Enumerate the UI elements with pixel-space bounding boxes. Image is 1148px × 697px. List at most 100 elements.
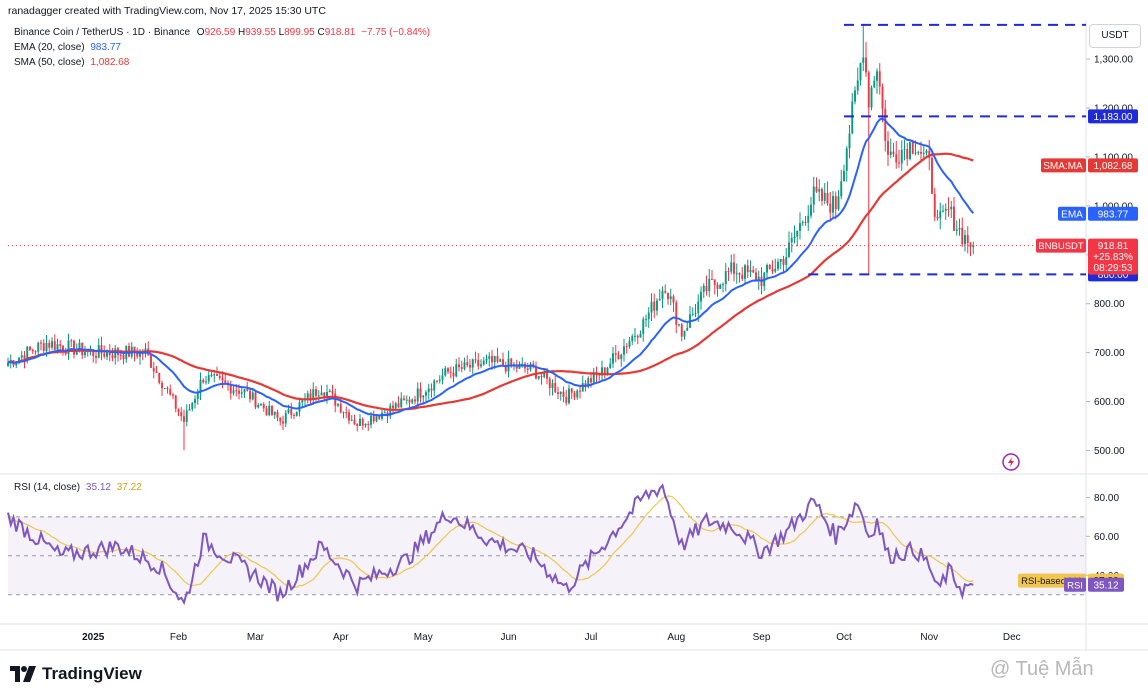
candle-body: [570, 388, 573, 393]
candle-body: [42, 343, 45, 351]
price-tick-label: 1,100.00: [1094, 152, 1133, 163]
candle-body: [851, 101, 854, 134]
candle-body: [911, 142, 914, 154]
candle-body: [188, 409, 191, 411]
level-price-tag: 860.00: [1098, 270, 1129, 281]
candle-body: [746, 265, 749, 273]
sma-name-tag-bg: [1041, 158, 1086, 173]
candle-body: [449, 371, 452, 373]
candle-body: [378, 416, 381, 419]
candle-body: [903, 149, 906, 151]
candle-body: [221, 377, 224, 381]
ohlc-change: −7.75 (−0.84%): [361, 27, 431, 38]
candle-body: [672, 296, 675, 303]
candle-body: [45, 342, 48, 351]
candle-body: [312, 389, 315, 400]
candle-body: [56, 344, 59, 350]
ema-legend[interactable]: EMA (20, close) 983.77: [14, 42, 121, 53]
candle-body: [34, 351, 37, 353]
candle-body: [174, 395, 177, 409]
candle-body: [37, 342, 40, 352]
candle-body: [425, 392, 427, 396]
candle-body: [936, 216, 939, 219]
candle-body: [887, 140, 889, 155]
candle-body: [139, 351, 141, 357]
candle-body: [898, 162, 900, 164]
candle-body: [254, 392, 257, 408]
candle-body: [339, 403, 342, 413]
rsi-line[interactable]: [7, 483, 974, 606]
candle-body: [353, 419, 356, 425]
candle-body: [546, 371, 548, 379]
candle-body: [716, 284, 719, 289]
candle-body: [397, 403, 400, 408]
rsi-tick-label: 80.00: [1094, 493, 1119, 504]
candle-body: [18, 357, 20, 363]
candle-body: [543, 371, 546, 377]
candle-body: [207, 375, 210, 382]
ema20-line[interactable]: [7, 117, 975, 417]
candle-body: [370, 415, 372, 425]
candle-body: [727, 271, 730, 273]
candle-body: [400, 398, 403, 408]
rsi-legend[interactable]: RSI (14, close) 35.12 37.22: [14, 482, 142, 493]
candle-body: [436, 380, 438, 382]
symbol-tag-bg: [1036, 238, 1086, 253]
currency-button[interactable]: USDT: [1089, 24, 1141, 48]
sma-value-tag: 1,082.68: [1094, 161, 1133, 172]
lightning-icon[interactable]: [1002, 453, 1020, 471]
candle-body: [628, 341, 631, 347]
candle-body: [342, 412, 345, 414]
candle-body: [958, 227, 961, 230]
candle-body: [271, 405, 273, 415]
candle-body: [389, 405, 392, 417]
candle-body: [196, 393, 199, 400]
candle-body: [70, 340, 73, 342]
candle-body: [447, 368, 449, 372]
candle-body: [598, 374, 601, 376]
rsi-value-tag: 35.12: [1093, 580, 1118, 591]
candle-body: [705, 285, 708, 292]
candle-body: [576, 390, 579, 398]
author-line: ranadagger created with TradingView.com,…: [8, 5, 326, 17]
candle-body: [268, 405, 271, 416]
candle-body: [848, 133, 851, 149]
candle-body: [301, 400, 304, 403]
candle-body: [458, 364, 460, 368]
candle-body: [840, 181, 843, 197]
candle-body: [856, 80, 859, 91]
candle-body: [59, 344, 62, 346]
candle-body: [601, 367, 603, 376]
candle-body: [876, 71, 878, 81]
sma-legend[interactable]: SMA (50, close) 1,082.68: [14, 57, 129, 68]
candle-body: [499, 359, 502, 362]
candle-body: [859, 62, 862, 81]
candle-body: [496, 355, 499, 362]
candle-body: [865, 57, 867, 73]
candle-body: [276, 411, 279, 418]
price-tick-label: 1,300.00: [1094, 55, 1133, 66]
candle-body: [163, 388, 166, 390]
rsi-tick-label: 60.00: [1094, 532, 1119, 543]
time-tick-label: Oct: [836, 632, 852, 643]
rsi-ma-value: 37.22: [116, 482, 142, 493]
candle-body: [964, 235, 966, 245]
candle-body: [554, 382, 557, 393]
candle-body: [463, 362, 466, 369]
candle-body: [471, 359, 474, 368]
candle-body: [804, 222, 807, 224]
bar-countdown: 08:29:53: [1094, 263, 1133, 274]
tradingview-logo[interactable]: TradingView: [10, 664, 142, 684]
candle-body: [150, 355, 152, 368]
candle-body: [854, 90, 856, 102]
candle-body: [535, 366, 537, 379]
ohlc-close-label: C: [317, 27, 325, 38]
candle-body: [832, 196, 834, 213]
ema-label: EMA (20, close): [14, 42, 85, 53]
candle-body: [108, 351, 111, 356]
sma50-line[interactable]: [7, 152, 974, 411]
time-tick-label: Nov: [920, 632, 938, 643]
candle-body: [246, 389, 249, 391]
rsi-ma-line[interactable]: [7, 495, 974, 588]
